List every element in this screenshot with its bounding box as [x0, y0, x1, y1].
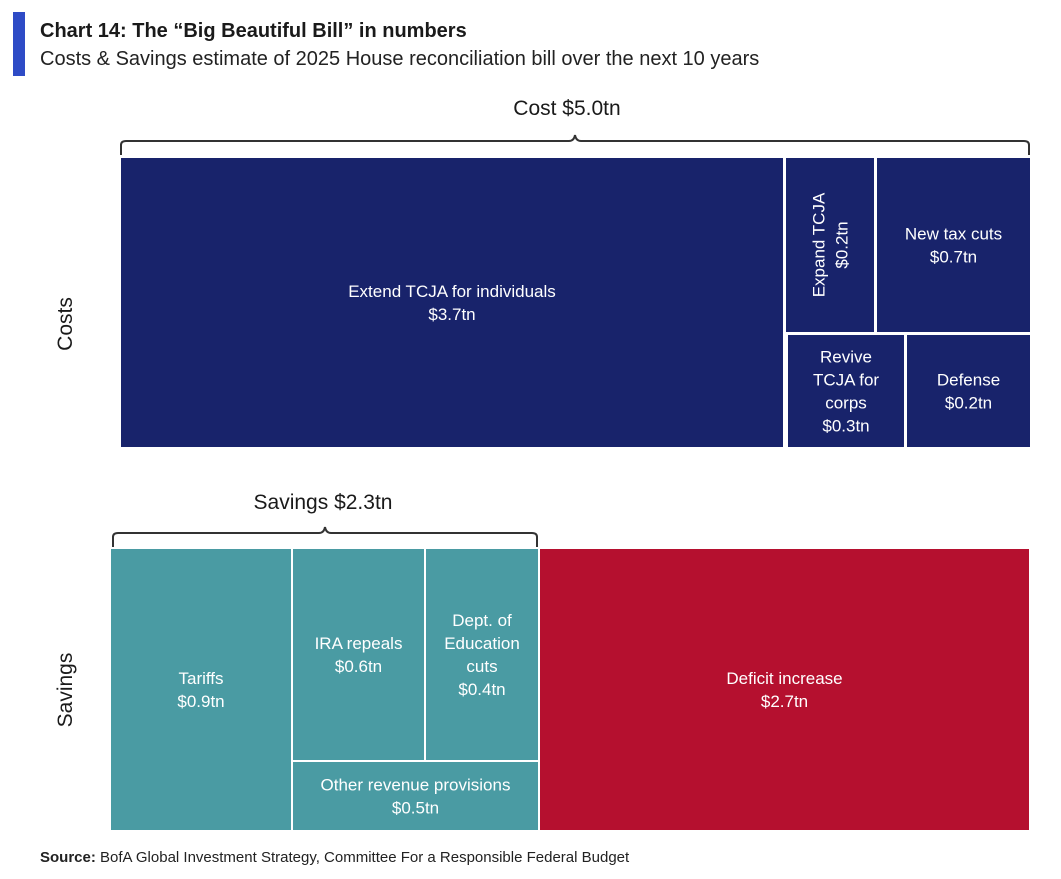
treemap-label-extend-tcja: Extend TCJA for individuals $3.7tn — [348, 282, 556, 324]
treemap-cell-deficit-increase: Deficit increase $2.7tn — [540, 549, 1029, 830]
treemap-label-line: Tariffs — [178, 669, 223, 688]
treemap-label-line: Revive — [820, 348, 872, 367]
row-label-savings: Savings — [54, 653, 77, 728]
treemap-label-education-cuts: Dept. of Education cuts $0.4tn — [444, 611, 520, 699]
treemap-label-line: $0.5tn — [392, 799, 439, 818]
treemap-cell-new-tax-cuts: New tax cuts $0.7tn — [877, 158, 1030, 332]
treemap-rect-education-cuts — [426, 549, 538, 760]
cost-brace — [120, 134, 1030, 155]
treemap-label-line: Defense — [937, 371, 1000, 390]
treemap-label-line: Deficit increase — [726, 669, 842, 688]
treemap-cell-other-revenue: Other revenue provisions $0.5tn — [293, 762, 538, 830]
treemap-label-line: $3.7tn — [428, 305, 475, 324]
treemap-label-defense: Defense $0.2tn — [937, 371, 1000, 413]
treemap-label-line: cuts — [466, 657, 497, 676]
treemap-cell-ira-repeals: IRA repeals $0.6tn — [293, 549, 424, 760]
treemap-label-ira-repeals: IRA repeals $0.6tn — [315, 634, 403, 676]
treemap-label-line: corps — [825, 394, 867, 413]
treemap-rect-ira-repeals — [293, 549, 424, 760]
treemap-label-line: Education — [444, 634, 520, 653]
treemap-label-line: $0.2tn — [945, 394, 992, 413]
treemap-rect-other-revenue — [293, 762, 538, 830]
treemap-label-line: $0.4tn — [458, 680, 505, 699]
savings-total-label: Savings $2.3tn — [254, 491, 393, 514]
treemap-cell-education-cuts: Dept. of Education cuts $0.4tn — [426, 549, 538, 760]
treemap-label-line: TCJA for — [813, 371, 879, 390]
treemap-rect-new-tax-cuts — [877, 158, 1030, 332]
treemap-label-revive-tcja-corps: Revive TCJA for corps $0.3tn — [813, 348, 879, 436]
treemap-cell-defense: Defense $0.2tn — [907, 335, 1030, 447]
treemap-cell-expand-tcja: Expand TCJA $0.2tn — [786, 158, 874, 332]
treemap-label-line: Expand TCJA — [810, 192, 829, 297]
source-text: BofA Global Investment Strategy, Committ… — [100, 849, 630, 866]
treemap-label-deficit-increase: Deficit increase $2.7tn — [726, 669, 842, 711]
treemap-label-line: $0.7tn — [930, 248, 977, 267]
row-label-costs: Costs — [54, 297, 77, 351]
chart-title: Chart 14: The “Big Beautiful Bill” in nu… — [40, 20, 467, 42]
treemap-label-expand-tcja: Expand TCJA $0.2tn — [810, 192, 852, 297]
treemap-label-line: Other revenue provisions — [321, 776, 511, 795]
treemap-label-line: $0.6tn — [335, 657, 382, 676]
treemap-label-new-tax-cuts: New tax cuts $0.7tn — [905, 225, 1002, 267]
treemap-rect-tariffs — [111, 549, 291, 830]
treemap-label-line: $0.3tn — [822, 417, 869, 436]
source-label: Source: — [40, 849, 96, 866]
treemap-rect-expand-tcja — [786, 158, 874, 332]
savings-brace — [112, 526, 538, 547]
treemap-cell-revive-tcja-corps: Revive TCJA for corps $0.3tn — [788, 335, 904, 447]
treemap-label-line: Extend TCJA for individuals — [348, 282, 556, 301]
treemap-label-line: $0.9tn — [177, 692, 224, 711]
treemap-rect-defense — [907, 335, 1030, 447]
treemap-label-line: New tax cuts — [905, 225, 1002, 244]
treemap-label-other-revenue: Other revenue provisions $0.5tn — [321, 776, 511, 818]
cost-total-label: Cost $5.0tn — [513, 97, 620, 120]
accent-bar — [13, 12, 25, 76]
treemap-cell-extend-tcja: Extend TCJA for individuals $3.7tn — [121, 158, 783, 447]
treemap-rect-deficit-increase — [540, 549, 1029, 830]
treemap-rect-extend-tcja — [121, 158, 783, 447]
treemap-label-line: $2.7tn — [761, 692, 808, 711]
source-note: Source: BofA Global Investment Strategy,… — [40, 849, 629, 866]
treemap-rect-revive-tcja-corps — [788, 335, 904, 447]
treemap-cell-tariffs: Tariffs $0.9tn — [111, 549, 291, 830]
treemap-label-line: Dept. of — [452, 611, 512, 630]
treemap-label-tariffs: Tariffs $0.9tn — [177, 669, 224, 711]
chart-subtitle: Costs & Savings estimate of 2025 House r… — [40, 48, 760, 70]
treemap-label-line: $0.2tn — [833, 221, 852, 268]
treemap-label-line: IRA repeals — [315, 634, 403, 653]
